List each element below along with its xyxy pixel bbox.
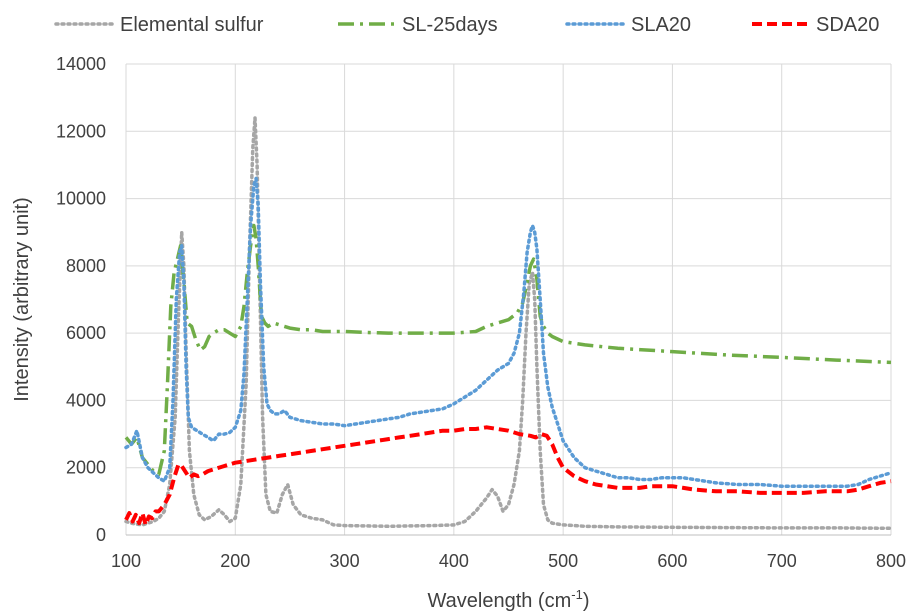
x-axis-ticks: 100 200 300 400 500 600 700 800 [111,551,906,571]
y-tick-label: 6000 [66,323,106,343]
x-tick-label: 700 [767,551,797,571]
x-tick-label: 300 [330,551,360,571]
y-tick-label: 14000 [56,54,106,74]
x-axis-title-superscript: -1 [571,587,583,602]
x-axis-title-main: Wavelength (cm [428,590,572,612]
x-tick-label: 200 [220,551,250,571]
x-tick-label: 100 [111,551,141,571]
y-axis-ticks: 0 2000 4000 6000 8000 10000 12000 14000 [56,54,106,545]
series-line-sda20 [124,425,892,527]
x-tick-label: 500 [548,551,578,571]
y-axis-title: Intensity (arbitrary unit) [11,197,33,402]
y-tick-label: 0 [96,525,106,545]
legend-label-sl-25days: SL-25days [402,14,498,36]
y-tick-label: 2000 [66,458,106,478]
legend-label-sla20: SLA20 [631,14,691,36]
series-line-sl-25days [124,223,892,477]
legend-label-sda20: SDA20 [816,14,879,36]
x-axis-title-end: ) [583,590,590,612]
grid-lines [125,63,892,535]
y-tick-label: 4000 [66,390,106,410]
legend-label-elemental-sulfur: Elemental sulfur [120,14,264,36]
legend: Elemental sulfur SL-25days SLA20 SDA20 [54,14,879,36]
y-tick-label: 12000 [56,121,106,141]
series-line-elemental-sulfur [124,116,893,531]
y-tick-label: 10000 [56,189,106,209]
x-tick-label: 600 [657,551,687,571]
x-tick-label: 800 [876,551,906,571]
series-line-sla20 [124,176,893,488]
data-series [124,116,893,531]
x-tick-label: 400 [439,551,469,571]
y-tick-label: 8000 [66,256,106,276]
x-axis-title: Wavelength (cm-1) [428,587,590,612]
